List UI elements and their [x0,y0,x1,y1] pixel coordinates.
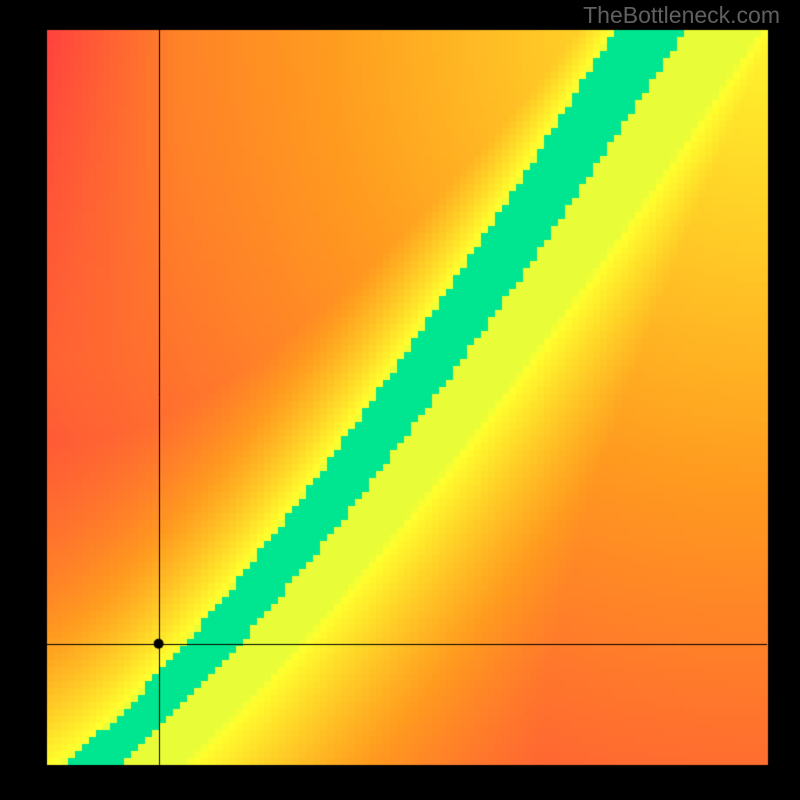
chart-container: TheBottleneck.com [0,0,800,800]
watermark-text: TheBottleneck.com [583,2,780,29]
heatmap-canvas [0,0,800,800]
